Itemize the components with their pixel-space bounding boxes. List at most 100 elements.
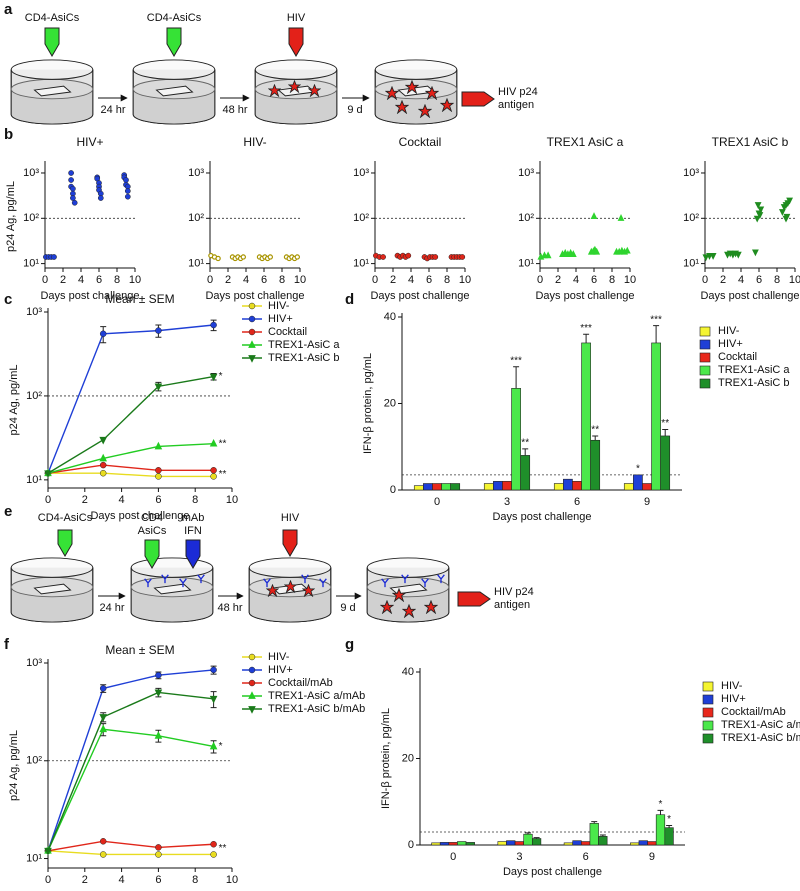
marker xyxy=(756,212,764,219)
chart-title: TREX1 AsiC a xyxy=(547,135,624,149)
bar xyxy=(563,842,574,846)
marker xyxy=(623,246,631,254)
bar xyxy=(664,827,674,846)
x-tick-label: 8 xyxy=(444,274,450,286)
x-tick-label: 2 xyxy=(82,494,88,506)
bar xyxy=(493,481,503,491)
error-bar xyxy=(583,333,590,343)
marker xyxy=(154,383,163,392)
marker xyxy=(99,851,107,858)
step-label: CD4 xyxy=(141,512,163,524)
bar xyxy=(633,474,643,491)
x-tick-label: 10 xyxy=(789,274,800,286)
bar xyxy=(448,842,458,846)
legend-swatch xyxy=(702,707,714,718)
pipette xyxy=(288,27,304,57)
x-axis-label: Days post challenge xyxy=(90,510,189,522)
marker xyxy=(380,254,386,260)
x-tick-label: 10 xyxy=(129,274,141,286)
marker xyxy=(155,467,162,474)
marker xyxy=(544,251,552,259)
error-bar xyxy=(522,448,529,456)
marker xyxy=(267,254,273,260)
marker xyxy=(99,469,107,477)
marker xyxy=(44,847,52,856)
marker xyxy=(154,441,163,450)
marker xyxy=(709,253,717,260)
series-line xyxy=(47,669,214,852)
x-tick-label: 6 xyxy=(155,494,161,506)
legend-label: TREX1-AsiC a xyxy=(268,339,340,351)
dish xyxy=(254,59,338,125)
marker xyxy=(734,251,742,259)
bar xyxy=(514,841,524,846)
error-bar xyxy=(592,435,599,441)
significance: ** xyxy=(521,438,529,449)
y-tick-label: 10² xyxy=(518,212,534,224)
significance: * xyxy=(219,371,223,382)
bar xyxy=(457,841,467,846)
x-tick-label: 2 xyxy=(82,874,88,886)
dish xyxy=(10,59,94,125)
error-bar xyxy=(533,837,540,839)
dish xyxy=(10,557,94,623)
bar xyxy=(465,842,475,846)
x-tick-label: 4 xyxy=(408,274,414,286)
marker xyxy=(210,666,217,674)
marker xyxy=(210,840,217,848)
error-bar xyxy=(666,825,673,828)
significance: * xyxy=(219,741,223,752)
marker xyxy=(155,473,162,480)
marker xyxy=(240,254,246,260)
bar xyxy=(590,439,601,491)
y-tick-label: 10³ xyxy=(23,167,39,179)
x-axis-label: Days post challenge xyxy=(40,290,139,302)
x-tick-label: 8 xyxy=(192,494,198,506)
x-tick-label: 0 xyxy=(537,274,543,286)
step-label: AsiCs xyxy=(138,525,167,537)
legend-swatch xyxy=(699,352,711,363)
x-tick-label: 0 xyxy=(45,494,51,506)
legend-label: HIV- xyxy=(268,300,290,312)
pipette xyxy=(166,27,182,57)
series-line xyxy=(47,691,214,852)
marker xyxy=(68,177,74,183)
significance: *** xyxy=(510,355,522,366)
bar xyxy=(523,833,533,846)
x-tick-label: 2 xyxy=(60,274,66,286)
x-tick-label: 10 xyxy=(226,494,238,506)
x-tick-label: 10 xyxy=(294,274,306,286)
bar xyxy=(483,483,494,491)
marker xyxy=(753,215,761,223)
legend-swatch xyxy=(699,326,711,337)
marker xyxy=(71,199,78,206)
legend-swatch xyxy=(702,681,714,692)
y-tick-label: 10³ xyxy=(683,167,699,179)
legend-label: HIV+ xyxy=(721,693,746,705)
marker xyxy=(210,851,217,858)
x-tick-label: 6 xyxy=(261,274,267,286)
marker xyxy=(99,838,107,845)
dish xyxy=(132,59,216,125)
x-tick-label: 8 xyxy=(774,274,780,286)
marker xyxy=(702,254,710,262)
marker xyxy=(210,321,217,329)
marker xyxy=(209,695,218,704)
marker xyxy=(593,247,601,255)
chart-title: HIV+ xyxy=(76,135,103,149)
legend-swatch xyxy=(699,339,711,350)
x-tick-label: 8 xyxy=(192,874,198,886)
significance: * xyxy=(636,464,640,475)
marker xyxy=(99,724,108,733)
bar xyxy=(432,483,442,491)
marker xyxy=(155,851,162,858)
x-tick-label: 6 xyxy=(591,274,597,286)
marker xyxy=(99,453,108,462)
pipette xyxy=(185,539,201,569)
legend-label: HIV- xyxy=(721,680,743,692)
marker xyxy=(123,177,129,183)
y-tick-label: 10² xyxy=(353,212,369,224)
x-tick-label: 2 xyxy=(720,274,726,286)
bar xyxy=(589,823,599,846)
bar xyxy=(531,838,542,846)
